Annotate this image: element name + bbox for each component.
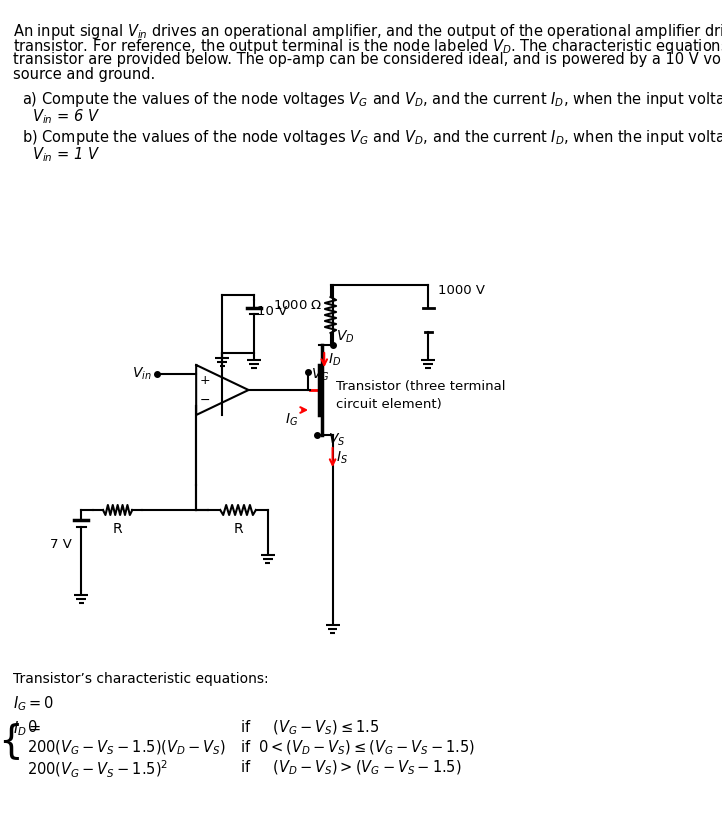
Text: if     $(V_G - V_S) \leq 1.5$: if $(V_G - V_S) \leq 1.5$	[240, 719, 379, 738]
Text: $V_{in}$ = 1 V: $V_{in}$ = 1 V	[32, 145, 100, 163]
Text: $\{$: $\{$	[0, 721, 20, 762]
Text: $V_G$: $V_G$	[311, 367, 329, 383]
Text: −: −	[200, 394, 210, 407]
Text: $I_G$: $I_G$	[284, 412, 297, 428]
Text: Transistor (three terminal
circuit element): Transistor (three terminal circuit eleme…	[336, 380, 505, 410]
Text: $V_{in}$: $V_{in}$	[132, 366, 152, 382]
Text: 10 V: 10 V	[257, 305, 287, 318]
Text: $I_D$: $I_D$	[328, 352, 341, 368]
Text: b) Compute the values of the node voltages $V_G$ and $V_D$, and the current $I_D: b) Compute the values of the node voltag…	[22, 128, 722, 147]
Text: R: R	[233, 522, 243, 536]
Text: $V_{in}$ = 6 V: $V_{in}$ = 6 V	[32, 107, 100, 126]
Text: Transistor’s characteristic equations:: Transistor’s characteristic equations:	[13, 672, 269, 686]
Text: $I_G = 0$: $I_G = 0$	[13, 694, 54, 712]
Text: $I_S$: $I_S$	[336, 449, 348, 466]
Text: $0$: $0$	[27, 719, 38, 735]
Text: An input signal $V_{in}$ drives an operational amplifier, and the output of the : An input signal $V_{in}$ drives an opera…	[13, 22, 722, 41]
Text: $200(V_G - V_S - 1.5)(V_D - V_S)$: $200(V_G - V_S - 1.5)(V_D - V_S)$	[27, 739, 226, 757]
Text: transistor are provided below. The op-amp can be considered ideal, and is powere: transistor are provided below. The op-am…	[13, 52, 722, 67]
Text: R: R	[113, 522, 123, 536]
Text: $200(V_G - V_S - 1.5)^2$: $200(V_G - V_S - 1.5)^2$	[27, 759, 168, 780]
Text: 1000 V: 1000 V	[438, 283, 485, 297]
Text: 7 V: 7 V	[50, 538, 71, 551]
Text: 1000 $\Omega$: 1000 $\Omega$	[273, 298, 322, 311]
Text: $V_D$: $V_D$	[336, 328, 355, 346]
Text: +: +	[200, 373, 210, 386]
Text: a) Compute the values of the node voltages $V_G$ and $V_D$, and the current $I_D: a) Compute the values of the node voltag…	[22, 90, 722, 109]
Text: source and ground.: source and ground.	[13, 67, 155, 82]
Text: if     $(V_D - V_S) > (V_G - V_S - 1.5)$: if $(V_D - V_S) > (V_G - V_S - 1.5)$	[240, 759, 461, 778]
Text: $V_S$: $V_S$	[328, 432, 345, 449]
Text: if $\ 0 < (V_D - V_S) \leq (V_G - V_S - 1.5)$: if $\ 0 < (V_D - V_S) \leq (V_G - V_S - …	[240, 739, 475, 757]
Text: transistor. For reference, the output terminal is the node labeled $V_D$. The ch: transistor. For reference, the output te…	[13, 37, 722, 56]
Text: $I_D =$: $I_D =$	[13, 719, 41, 738]
